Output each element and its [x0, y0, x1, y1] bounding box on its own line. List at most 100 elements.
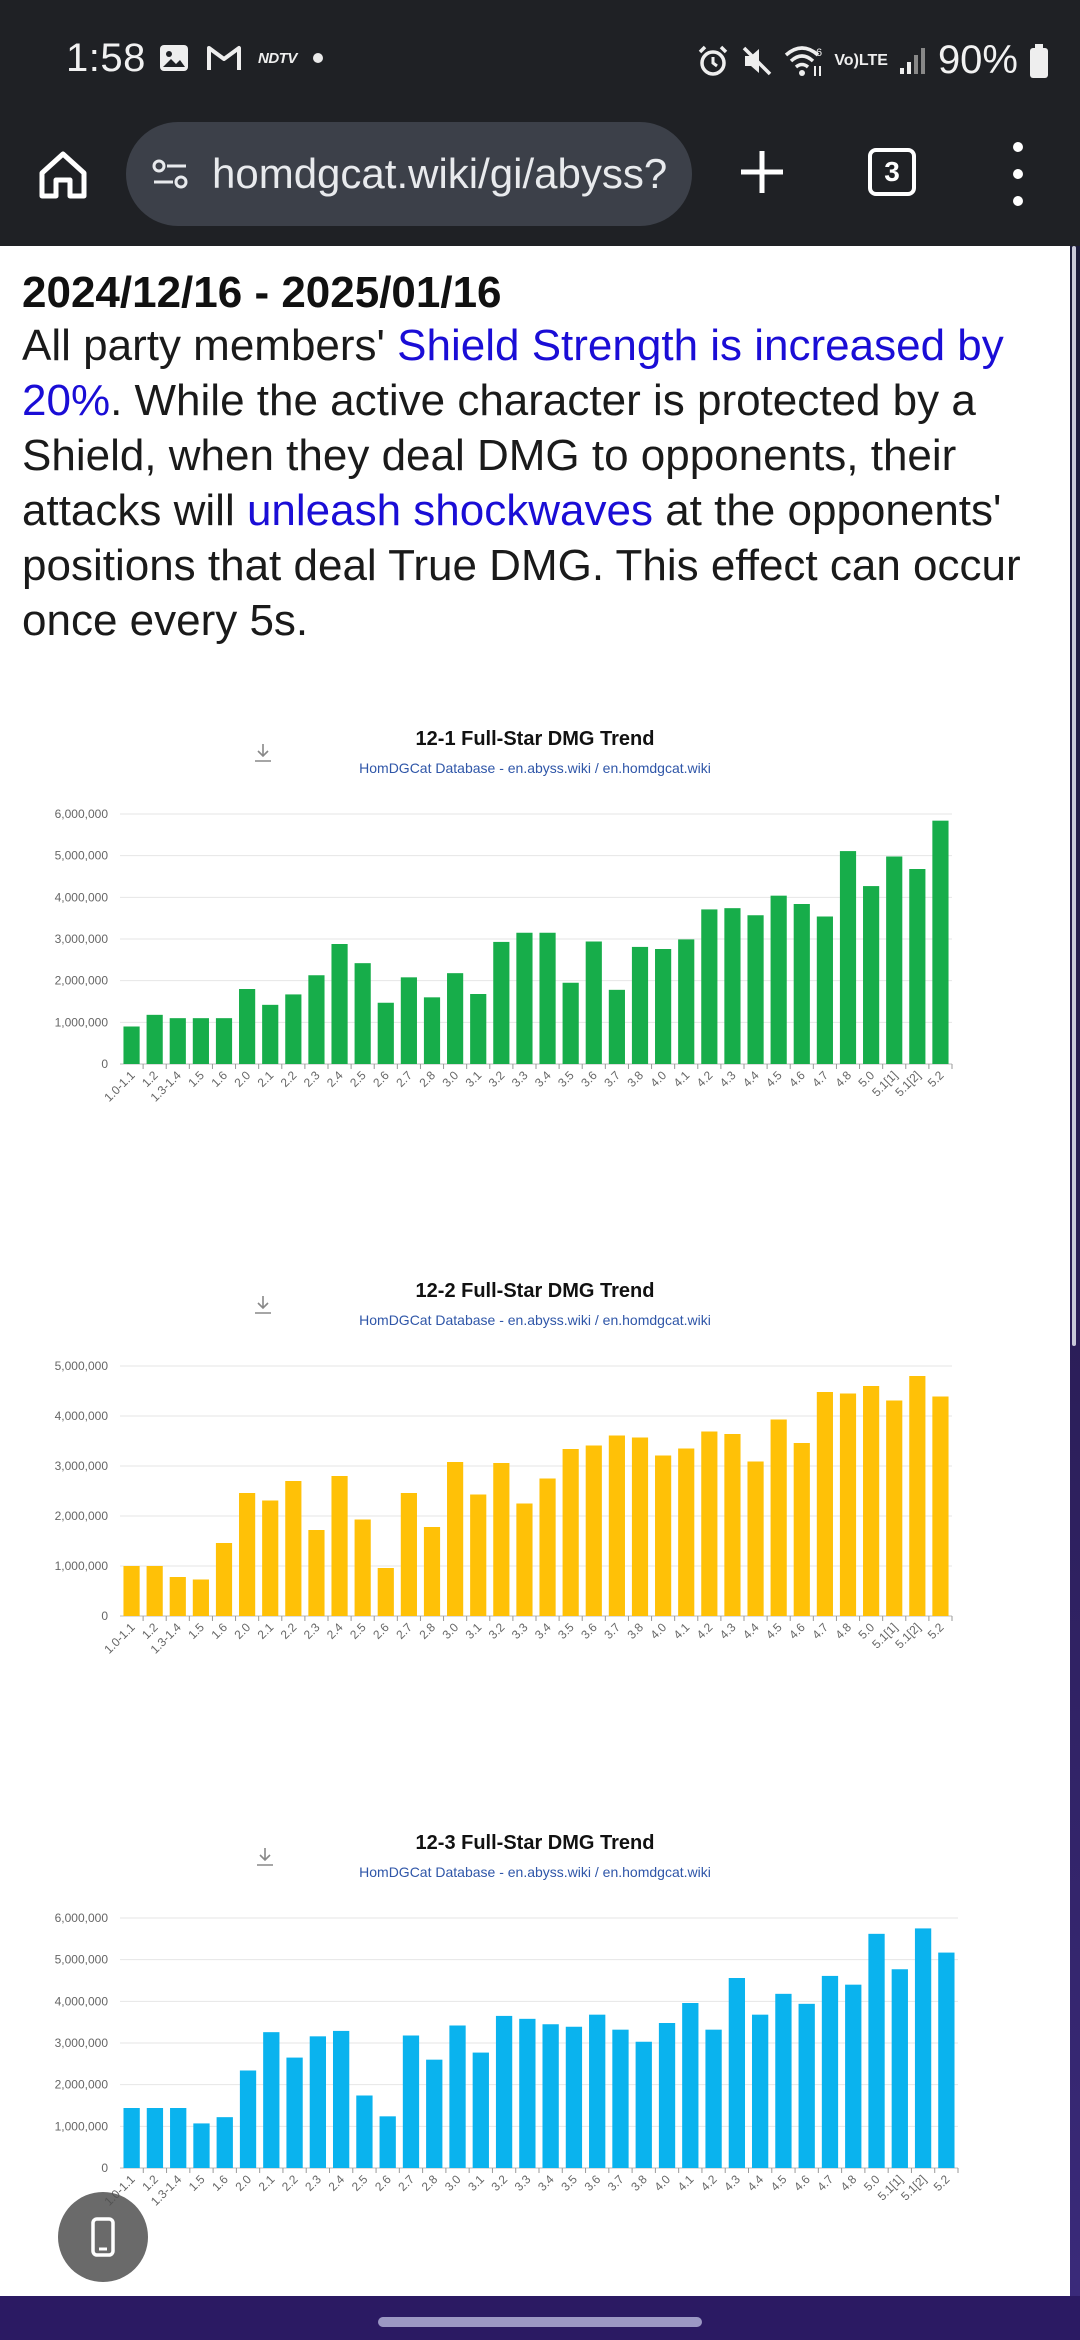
bar[interactable]	[470, 1494, 487, 1617]
bar[interactable]	[170, 2108, 187, 2168]
bar[interactable]	[678, 1448, 695, 1617]
bar[interactable]	[816, 916, 833, 1065]
bar[interactable]	[192, 1018, 209, 1064]
bar[interactable]	[682, 2003, 699, 2168]
bar[interactable]	[886, 1400, 903, 1617]
bar[interactable]	[285, 994, 302, 1064]
bar[interactable]	[932, 820, 949, 1064]
bar[interactable]	[379, 2116, 396, 2168]
bar[interactable]	[770, 895, 787, 1064]
bar[interactable]	[262, 1004, 279, 1064]
download-icon[interactable]	[250, 1292, 276, 1318]
tab-switcher-button[interactable]: 3	[868, 148, 916, 196]
bar[interactable]	[400, 1493, 417, 1616]
bar[interactable]	[123, 1026, 140, 1065]
bar[interactable]	[192, 1579, 209, 1617]
bar[interactable]	[331, 944, 348, 1064]
bar[interactable]	[169, 1018, 186, 1064]
bar[interactable]	[449, 2025, 466, 2169]
home-button[interactable]	[32, 144, 94, 206]
bar[interactable]	[539, 932, 556, 1064]
bar[interactable]	[863, 886, 880, 1064]
bar[interactable]	[123, 2108, 140, 2168]
bar[interactable]	[631, 946, 649, 1064]
bar[interactable]	[793, 1443, 810, 1616]
bar[interactable]	[263, 2032, 280, 2168]
bar[interactable]	[239, 2070, 257, 2169]
bar[interactable]	[938, 1952, 955, 2168]
bar[interactable]	[146, 1566, 163, 1616]
bar[interactable]	[400, 977, 417, 1064]
bar[interactable]	[447, 1462, 464, 1616]
bar[interactable]	[868, 1933, 885, 2168]
bar[interactable]	[655, 949, 672, 1064]
bar[interactable]	[608, 989, 625, 1064]
bar[interactable]	[285, 1481, 302, 1616]
bar[interactable]	[839, 1393, 857, 1617]
bar[interactable]	[493, 941, 510, 1064]
bar[interactable]	[747, 1461, 764, 1617]
bar[interactable]	[701, 1431, 718, 1617]
bar[interactable]	[332, 2030, 350, 2168]
site-settings-icon[interactable]	[148, 152, 192, 196]
bar[interactable]	[798, 2003, 815, 2168]
bar[interactable]	[354, 1519, 371, 1617]
home-gesture-handle[interactable]	[378, 2317, 702, 2327]
download-icon[interactable]	[252, 1844, 278, 1870]
bar[interactable]	[562, 1449, 579, 1616]
bar[interactable]	[215, 1018, 233, 1064]
bar[interactable]	[562, 982, 579, 1064]
bar[interactable]	[286, 2057, 303, 2168]
bar[interactable]	[123, 1566, 140, 1616]
bar[interactable]	[519, 2018, 536, 2168]
bar[interactable]	[539, 1478, 556, 1617]
url-text[interactable]: homdgcat.wiki/gi/abyss?	[212, 150, 668, 197]
bar[interactable]	[447, 973, 464, 1064]
bar[interactable]	[146, 1014, 163, 1064]
bar[interactable]	[612, 2029, 629, 2168]
bar[interactable]	[309, 2036, 327, 2168]
bar[interactable]	[193, 2123, 210, 2168]
bar[interactable]	[705, 2029, 722, 2168]
bar[interactable]	[655, 1455, 672, 1617]
bar[interactable]	[495, 2015, 513, 2168]
bar[interactable]	[608, 1435, 625, 1617]
scrollbar-thumb[interactable]	[1072, 246, 1076, 1346]
bar[interactable]	[635, 2041, 652, 2168]
bar[interactable]	[724, 1434, 741, 1616]
bar[interactable]	[331, 1476, 348, 1616]
bar[interactable]	[516, 1503, 533, 1617]
bar[interactable]	[377, 1002, 394, 1064]
bar[interactable]	[816, 1392, 833, 1616]
bar[interactable]	[377, 1568, 394, 1616]
bar[interactable]	[308, 975, 325, 1064]
bar[interactable]	[308, 1530, 325, 1616]
bar[interactable]	[909, 1376, 926, 1616]
bar[interactable]	[658, 2023, 676, 2168]
new-tab-button[interactable]	[730, 140, 794, 204]
bar[interactable]	[215, 1543, 233, 1616]
bar[interactable]	[585, 941, 602, 1065]
bar[interactable]	[678, 939, 695, 1064]
bar[interactable]	[423, 1527, 441, 1616]
bar[interactable]	[262, 1500, 279, 1617]
bar[interactable]	[914, 1928, 932, 2168]
bar[interactable]	[728, 1978, 746, 2168]
bar[interactable]	[863, 1386, 880, 1616]
bar[interactable]	[932, 1396, 949, 1617]
bar[interactable]	[354, 963, 371, 1064]
bar[interactable]	[493, 1463, 510, 1616]
bar[interactable]	[631, 1437, 649, 1617]
bar[interactable]	[470, 994, 487, 1064]
bar[interactable]	[472, 2052, 489, 2168]
bar[interactable]	[747, 915, 764, 1064]
bar[interactable]	[821, 1975, 839, 2168]
more-menu-button[interactable]	[1000, 142, 1036, 206]
bar[interactable]	[516, 932, 533, 1064]
bar[interactable]	[423, 997, 441, 1064]
bar[interactable]	[356, 2095, 373, 2169]
bar[interactable]	[891, 1969, 908, 2168]
bar[interactable]	[239, 989, 256, 1064]
bar[interactable]	[886, 856, 903, 1065]
download-icon[interactable]	[250, 740, 276, 766]
